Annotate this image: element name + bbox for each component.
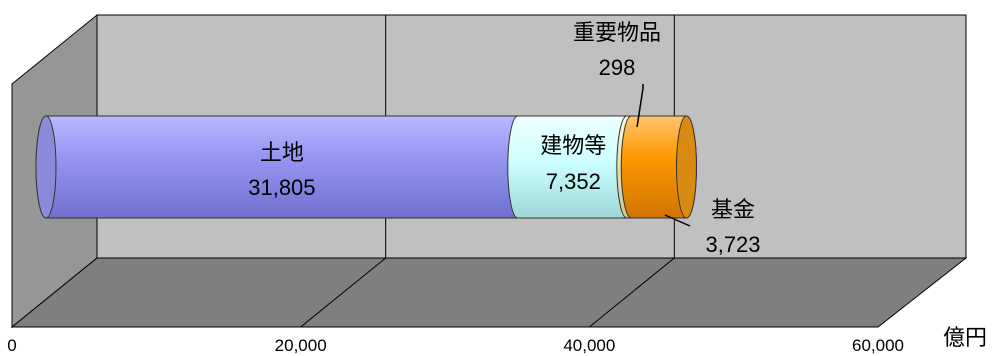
unit-label: 億円 <box>943 326 987 351</box>
bar-0 <box>35 115 529 219</box>
label-name-3: 基金 <box>711 198 755 223</box>
tick-label-1: 20,000 <box>275 336 327 355</box>
label-name-0: 土地 <box>260 141 304 166</box>
tick-label-2: 40,000 <box>563 336 615 355</box>
floor <box>10 257 968 328</box>
gridline-floor-1 <box>589 257 675 328</box>
label-name-1: 建物等 <box>540 134 606 159</box>
label-value-2: 298 <box>599 55 636 80</box>
leader-lines <box>636 84 691 227</box>
cylinder-bars <box>35 115 697 219</box>
gridline-floor-0 <box>300 257 386 328</box>
label-value-1: 7,352 <box>546 169 601 194</box>
bar-start-cap <box>35 115 57 219</box>
label-value-3: 3,723 <box>705 232 760 257</box>
data-labels: 土地 31,805 建物等 7,352 重要物品 298 基金 3,723 <box>248 21 760 257</box>
label-name-2: 重要物品 <box>573 21 661 46</box>
tick-label-3: 60,000 <box>852 336 904 355</box>
x-axis-ticks: 0 20,000 40,000 60,000 <box>7 336 904 355</box>
bar-end-cap <box>675 115 697 219</box>
leader-3 <box>664 214 691 227</box>
label-value-0: 31,805 <box>248 175 315 200</box>
tick-label-0: 0 <box>7 336 16 355</box>
leader-2 <box>636 84 644 128</box>
